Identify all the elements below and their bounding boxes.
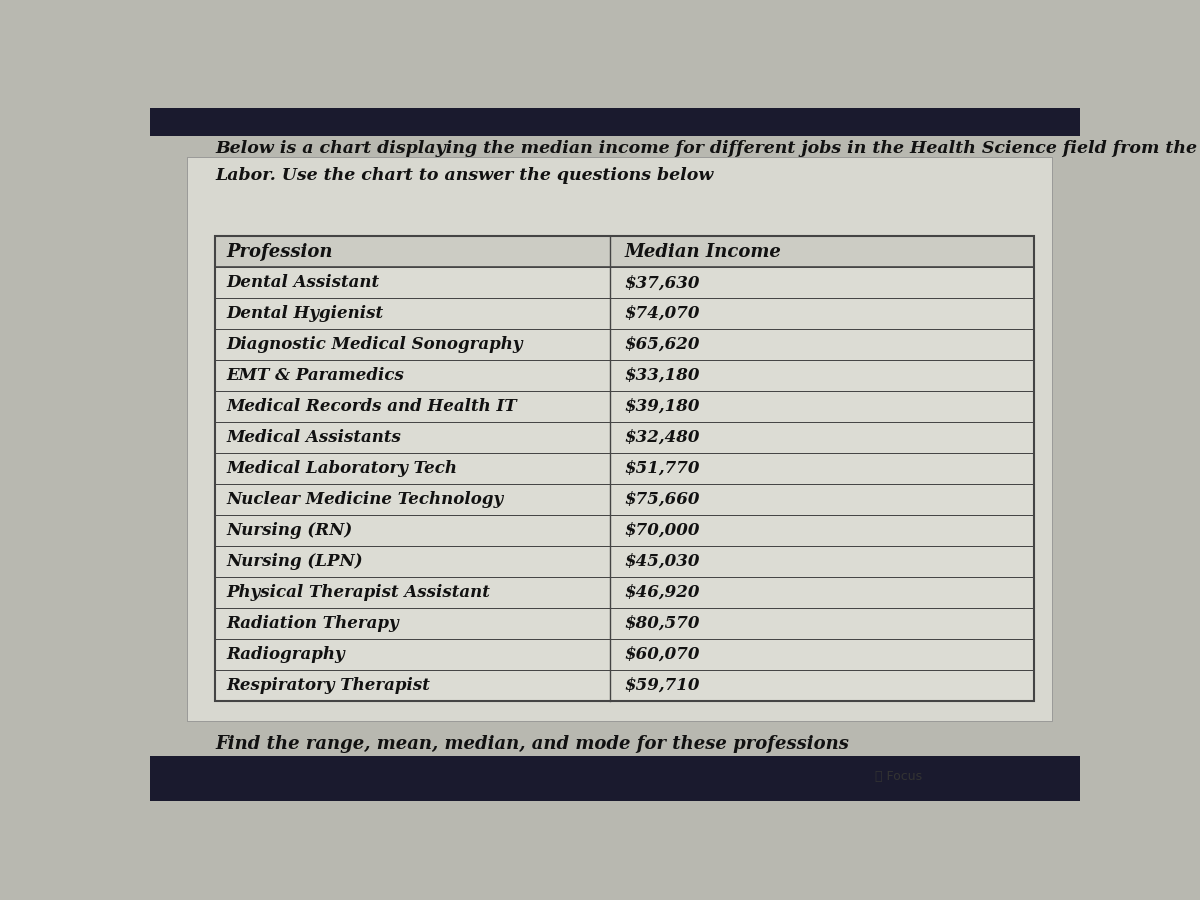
Bar [215,329,1033,360]
Bar [215,453,1033,484]
Text: Medical Laboratory Tech: Medical Laboratory Tech [227,460,457,477]
Text: ⎕ Focus: ⎕ Focus [876,770,923,783]
Bar [215,545,1033,577]
Text: Radiography: Radiography [227,645,344,662]
Bar [215,577,1033,608]
Bar [215,515,1033,545]
Text: $46,920: $46,920 [624,584,700,600]
Text: Nursing (RN): Nursing (RN) [227,522,353,539]
Text: Medical Assistants: Medical Assistants [227,429,401,445]
Text: Labor. Use the chart to answer the questions below: Labor. Use the chart to answer the quest… [215,167,714,184]
Bar [215,360,1033,391]
Text: $59,710: $59,710 [624,677,700,694]
Bar [215,298,1033,329]
Text: Nuclear Medicine Technology: Nuclear Medicine Technology [227,491,503,508]
Bar [187,157,1052,721]
Text: Median Income: Median Income [624,243,781,261]
Text: Respiratory Therapist: Respiratory Therapist [227,677,430,694]
Text: $60,070: $60,070 [624,645,700,662]
Bar [215,639,1033,670]
Text: Profession: Profession [227,243,332,261]
Text: Find the range, mean, median, and mode for these professions: Find the range, mean, median, and mode f… [215,735,848,753]
Text: $51,770: $51,770 [624,460,700,477]
Text: Below is a chart displaying the median income for different jobs in the Health S: Below is a chart displaying the median i… [215,140,1200,157]
Bar [215,484,1033,515]
Bar [150,756,1080,801]
Text: Dental Assistant: Dental Assistant [227,274,379,291]
Text: $37,630: $37,630 [624,274,700,291]
Text: $70,000: $70,000 [624,522,700,539]
Text: Radiation Therapy: Radiation Therapy [227,615,398,632]
Text: Medical Records and Health IT: Medical Records and Health IT [227,398,517,415]
Bar [215,391,1033,422]
Text: $39,180: $39,180 [624,398,700,415]
Bar [215,267,1033,298]
Text: $45,030: $45,030 [624,553,700,570]
Text: $65,620: $65,620 [624,336,700,353]
Bar [215,608,1033,639]
Text: $75,660: $75,660 [624,491,700,508]
Text: Physical Therapist Assistant: Physical Therapist Assistant [227,584,490,600]
Bar [150,108,1080,136]
Text: $74,070: $74,070 [624,305,700,322]
Text: $32,480: $32,480 [624,429,700,445]
Bar [215,422,1033,453]
Bar [215,670,1033,700]
Text: $33,180: $33,180 [624,367,700,384]
Bar [215,236,1033,700]
Bar [215,236,1033,700]
Text: EMT & Paramedics: EMT & Paramedics [227,367,404,384]
Bar [215,236,1033,267]
Text: Dental Hygienist: Dental Hygienist [227,305,383,322]
Text: Diagnostic Medical Sonography: Diagnostic Medical Sonography [227,336,523,353]
Text: $80,570: $80,570 [624,615,700,632]
Text: Nursing (LPN): Nursing (LPN) [227,553,362,570]
